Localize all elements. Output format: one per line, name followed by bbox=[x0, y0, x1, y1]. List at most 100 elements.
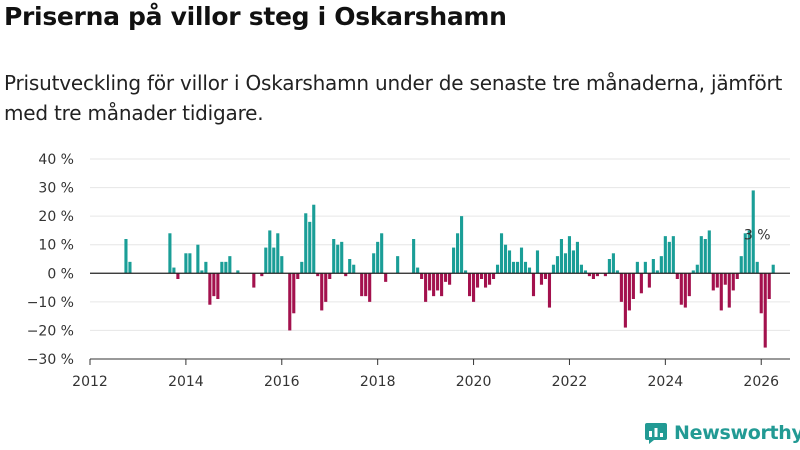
bar-positive bbox=[200, 270, 204, 274]
bar-negative bbox=[436, 273, 440, 291]
bar-positive bbox=[611, 253, 615, 274]
x-tick-label: 2018 bbox=[360, 374, 396, 390]
bar-positive bbox=[412, 239, 416, 274]
bar-negative bbox=[623, 273, 627, 328]
bar-positive bbox=[739, 256, 743, 274]
bar-positive bbox=[172, 267, 176, 274]
bar-negative bbox=[212, 273, 216, 297]
bar-negative bbox=[711, 273, 715, 291]
bar-negative bbox=[539, 273, 544, 285]
bar-negative bbox=[491, 273, 496, 279]
y-tick-label: 20 % bbox=[38, 209, 74, 225]
bar-positive bbox=[527, 267, 532, 274]
bar-positive bbox=[188, 253, 192, 274]
bar-positive bbox=[224, 261, 228, 274]
bar-positive bbox=[559, 239, 564, 274]
bar-negative bbox=[591, 273, 595, 279]
bar-negative bbox=[679, 273, 683, 305]
bar-negative bbox=[424, 273, 428, 302]
bar-negative bbox=[344, 273, 348, 277]
bar-negative bbox=[472, 273, 476, 302]
bar-positive bbox=[755, 261, 759, 274]
bar-positive bbox=[571, 250, 576, 274]
bar-positive bbox=[276, 233, 280, 274]
bar-positive bbox=[196, 244, 200, 274]
latest-value-annotation: 3 % bbox=[744, 228, 771, 244]
bar-negative bbox=[260, 273, 264, 277]
bar-positive bbox=[751, 190, 755, 274]
bar-negative bbox=[444, 273, 448, 282]
y-axis-labels: 40 % 30 % 20 % 10 % 0 % −10 % −20 % −30 % bbox=[27, 152, 74, 368]
bar-positive bbox=[168, 233, 172, 274]
bar-negative bbox=[547, 273, 552, 308]
bar-negative bbox=[420, 273, 424, 279]
bar-positive bbox=[651, 259, 655, 274]
bar-negative bbox=[639, 273, 643, 294]
bar-positive bbox=[671, 236, 675, 274]
bar-positive bbox=[336, 244, 340, 274]
bar-positive bbox=[464, 270, 468, 274]
bar-negative bbox=[316, 273, 320, 277]
bar-positive bbox=[340, 241, 344, 274]
x-tick-label: 2022 bbox=[552, 374, 588, 390]
x-tick-label: 2016 bbox=[264, 374, 300, 390]
bar-positive bbox=[707, 230, 711, 274]
bar-positive bbox=[348, 259, 352, 274]
brand-name: Newsworthy bbox=[674, 422, 800, 444]
bar-positive bbox=[567, 236, 572, 274]
bar-negative bbox=[384, 273, 388, 282]
bar-positive bbox=[663, 236, 667, 274]
bar-negative bbox=[483, 273, 488, 288]
y-tick-label: −20 % bbox=[27, 323, 74, 339]
bar-positive bbox=[747, 230, 751, 274]
bar-negative bbox=[320, 273, 324, 311]
bar-positive bbox=[228, 256, 232, 274]
bar-positive bbox=[220, 261, 224, 274]
y-tick-label: 0 % bbox=[47, 266, 74, 282]
bar-negative bbox=[683, 273, 687, 308]
bar-negative bbox=[487, 273, 492, 285]
bar-negative bbox=[719, 273, 723, 311]
bar-positive bbox=[615, 270, 619, 274]
bar-positive bbox=[184, 253, 188, 274]
bar-negative bbox=[603, 273, 607, 277]
bar-negative bbox=[328, 273, 332, 279]
bar-positive bbox=[332, 239, 336, 274]
bar-negative bbox=[252, 273, 256, 288]
bar-positive bbox=[659, 256, 663, 274]
y-tick-label: −30 % bbox=[27, 352, 74, 368]
x-tick-label: 2012 bbox=[72, 374, 108, 390]
x-axis: 2012 2014 2016 2018 2020 2022 2024 2026 bbox=[72, 358, 790, 390]
bar-negative bbox=[440, 273, 444, 297]
bar-positive bbox=[352, 264, 356, 274]
bar-negative bbox=[731, 273, 735, 291]
bar-negative bbox=[292, 273, 296, 314]
bar-positive bbox=[655, 270, 659, 274]
bar-negative bbox=[647, 273, 651, 288]
bar-positive bbox=[575, 241, 580, 274]
bars bbox=[124, 190, 775, 348]
bar-positive bbox=[555, 256, 560, 274]
bar-positive bbox=[691, 270, 695, 274]
bar-positive bbox=[312, 204, 316, 274]
bar-positive bbox=[204, 261, 208, 274]
bar-positive bbox=[460, 216, 464, 274]
bar-positive bbox=[743, 233, 747, 274]
y-tick-label: −10 % bbox=[27, 295, 74, 311]
bar-positive bbox=[551, 264, 556, 274]
bar-negative bbox=[763, 273, 767, 348]
bar-negative bbox=[727, 273, 731, 308]
bar-positive bbox=[416, 267, 420, 274]
newsworthy-brand[interactable]: Newsworthy bbox=[644, 419, 800, 447]
bar-negative bbox=[543, 273, 548, 279]
bar-negative bbox=[723, 273, 727, 285]
bar-positive bbox=[507, 250, 512, 274]
bar-positive bbox=[579, 264, 583, 274]
bar-negative bbox=[587, 273, 591, 277]
bar-positive bbox=[300, 261, 304, 274]
bar-positive bbox=[396, 256, 400, 274]
bar-positive bbox=[380, 233, 384, 274]
bar-negative bbox=[208, 273, 212, 305]
bar-positive bbox=[511, 261, 516, 274]
